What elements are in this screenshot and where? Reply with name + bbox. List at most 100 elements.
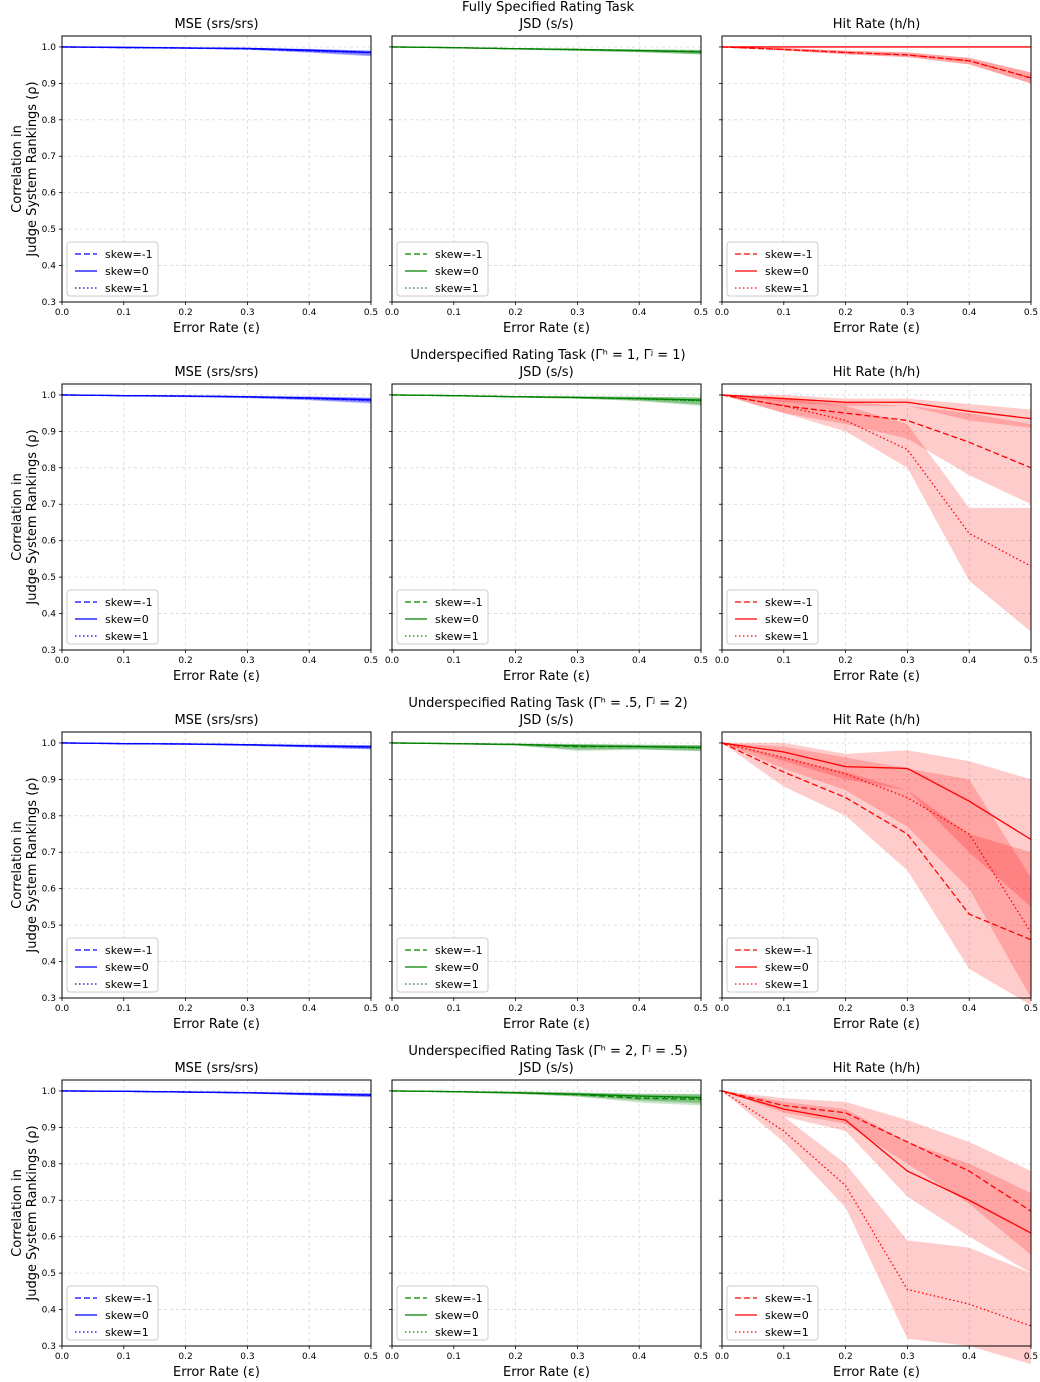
x-axis-label: Error Rate (ε) (833, 669, 920, 684)
y-tick-label: 0.4 (42, 610, 57, 620)
row-title: Fully Specified Rating Task (462, 0, 634, 15)
series-line (721, 394, 1032, 420)
axes-frame (721, 35, 1032, 303)
legend-label: skew=-1 (105, 248, 153, 261)
panel-title: Hit Rate (h/h) (833, 1061, 921, 1076)
confidence-band (722, 1090, 1031, 1274)
x-tick-label: 0.0 (55, 1004, 70, 1014)
series-line (61, 742, 372, 748)
axes-frame (391, 383, 702, 651)
y-tick-label: 0.7 (42, 500, 56, 510)
y-tick-label: 0.9 (42, 1123, 57, 1133)
x-tick-label: 0.2 (508, 1352, 522, 1362)
x-tick-label: 0.5 (364, 308, 378, 318)
x-tick-label: 0.2 (178, 1004, 192, 1014)
legend-label: skew=1 (435, 978, 479, 991)
legend-label: skew=0 (105, 961, 149, 974)
y-axis-label-line: Judge System Rankings (ρ) (25, 1125, 40, 1301)
x-tick-label: 0.5 (694, 308, 708, 318)
x-tick-label: 0.0 (55, 308, 70, 318)
x-tick-label: 0.4 (632, 1004, 647, 1014)
confidence-band (62, 394, 371, 403)
y-axis-label: Correlation inJudge System Rankings (ρ) (10, 777, 40, 953)
row-title: Underspecified Rating Task (Γʰ = 2, Γʲ =… (408, 1044, 687, 1059)
y-tick-label: 0.5 (42, 225, 56, 235)
legend-label: skew=0 (105, 1309, 149, 1322)
x-axis-label: Error Rate (ε) (173, 669, 260, 684)
x-tick-label: 0.2 (838, 656, 852, 666)
x-tick-label: 0.2 (838, 1004, 852, 1014)
confidence-band (722, 742, 1031, 907)
legend-label: skew=1 (435, 630, 479, 643)
x-tick-label: 0.2 (508, 1004, 522, 1014)
panel: Hit Rate (h/h) 0.0 0.1 0.2 0.3 0.4 0.5 Error Ra… (715, 17, 1038, 336)
x-tick-label: 0.1 (447, 656, 461, 666)
x-tick-label: 0.4 (302, 308, 317, 318)
confidence-band (722, 1090, 1031, 1365)
panel-title: Hit Rate (h/h) (833, 17, 921, 32)
confidence-band (392, 1090, 701, 1106)
y-tick-label: 0.3 (42, 646, 56, 656)
confidence-band (392, 1090, 701, 1104)
panel: Hit Rate (h/h) 0.0 0.1 0.2 0.3 0.4 0.5 Error Ra… (715, 713, 1038, 1032)
x-tick-label: 0.3 (900, 1004, 914, 1014)
x-axis-label: Error Rate (ε) (833, 1017, 920, 1032)
legend-box (396, 937, 489, 993)
row-title: Underspecified Rating Task (Γʰ = .5, Γʲ … (408, 696, 687, 711)
y-tick-label: 1.0 (42, 1087, 57, 1097)
legend-box (726, 1285, 819, 1341)
y-axis-label-line: Correlation in (10, 125, 25, 213)
legend-box (66, 589, 159, 645)
x-axis-label: Error Rate (ε) (503, 669, 590, 684)
x-tick-label: 0.5 (694, 1352, 708, 1362)
x-tick-label: 0.4 (962, 1352, 977, 1362)
x-tick-label: 0.0 (55, 656, 70, 666)
axes-frame (391, 35, 702, 303)
series-line (721, 742, 1032, 941)
legend-label: skew=-1 (765, 944, 813, 957)
panel-title: Hit Rate (h/h) (833, 713, 921, 728)
confidence-band (722, 742, 1031, 998)
legend-label: skew=1 (765, 630, 809, 643)
series-line (391, 394, 702, 401)
series-line (721, 1090, 1032, 1212)
axes-frame (721, 731, 1032, 999)
x-axis-label: Error Rate (ε) (503, 1365, 590, 1380)
y-tick-label: 0.6 (42, 885, 57, 895)
panel-title: MSE (srs/srs) (174, 1061, 258, 1076)
x-tick-label: 0.0 (385, 656, 400, 666)
y-tick-label: 0.7 (42, 848, 56, 858)
x-tick-label: 0.0 (385, 1352, 400, 1362)
series-line (391, 1090, 702, 1099)
x-tick-label: 0.5 (364, 656, 378, 666)
confidence-band (392, 742, 701, 752)
panel-title: MSE (srs/srs) (174, 365, 258, 380)
x-tick-label: 0.3 (240, 308, 254, 318)
confidence-band (392, 1090, 701, 1103)
x-tick-label: 0.3 (240, 656, 254, 666)
legend-label: skew=-1 (765, 1292, 813, 1305)
x-tick-label: 0.3 (240, 1352, 254, 1362)
panel-title: MSE (srs/srs) (174, 17, 258, 32)
legend-label: skew=0 (435, 1309, 479, 1322)
x-tick-label: 0.4 (302, 1352, 317, 1362)
y-tick-label: 0.8 (42, 116, 57, 126)
series-line (721, 742, 1032, 933)
row-title: Underspecified Rating Task (Γʰ = 1, Γʲ =… (410, 348, 685, 363)
x-tick-label: 0.5 (1024, 656, 1038, 666)
x-axis-label: Error Rate (ε) (503, 1017, 590, 1032)
axes-frame (61, 1079, 372, 1347)
legend-label: skew=1 (105, 1326, 149, 1339)
y-tick-label: 0.4 (42, 262, 57, 272)
y-tick-label: 0.8 (42, 464, 57, 474)
x-tick-label: 0.5 (694, 656, 708, 666)
panel-title: Hit Rate (h/h) (833, 365, 921, 380)
panel: Hit Rate (h/h) 0.0 0.1 0.2 0.3 0.4 0.5 Error Ra… (715, 1061, 1038, 1380)
series-line (721, 742, 1032, 841)
legend-label: skew=-1 (435, 944, 483, 957)
panel-title: JSD (s/s) (518, 17, 573, 32)
confidence-band (392, 742, 701, 751)
legend-label: skew=1 (105, 630, 149, 643)
y-tick-label: 0.9 (42, 427, 57, 437)
y-axis-label: Correlation inJudge System Rankings (ρ) (10, 429, 40, 605)
